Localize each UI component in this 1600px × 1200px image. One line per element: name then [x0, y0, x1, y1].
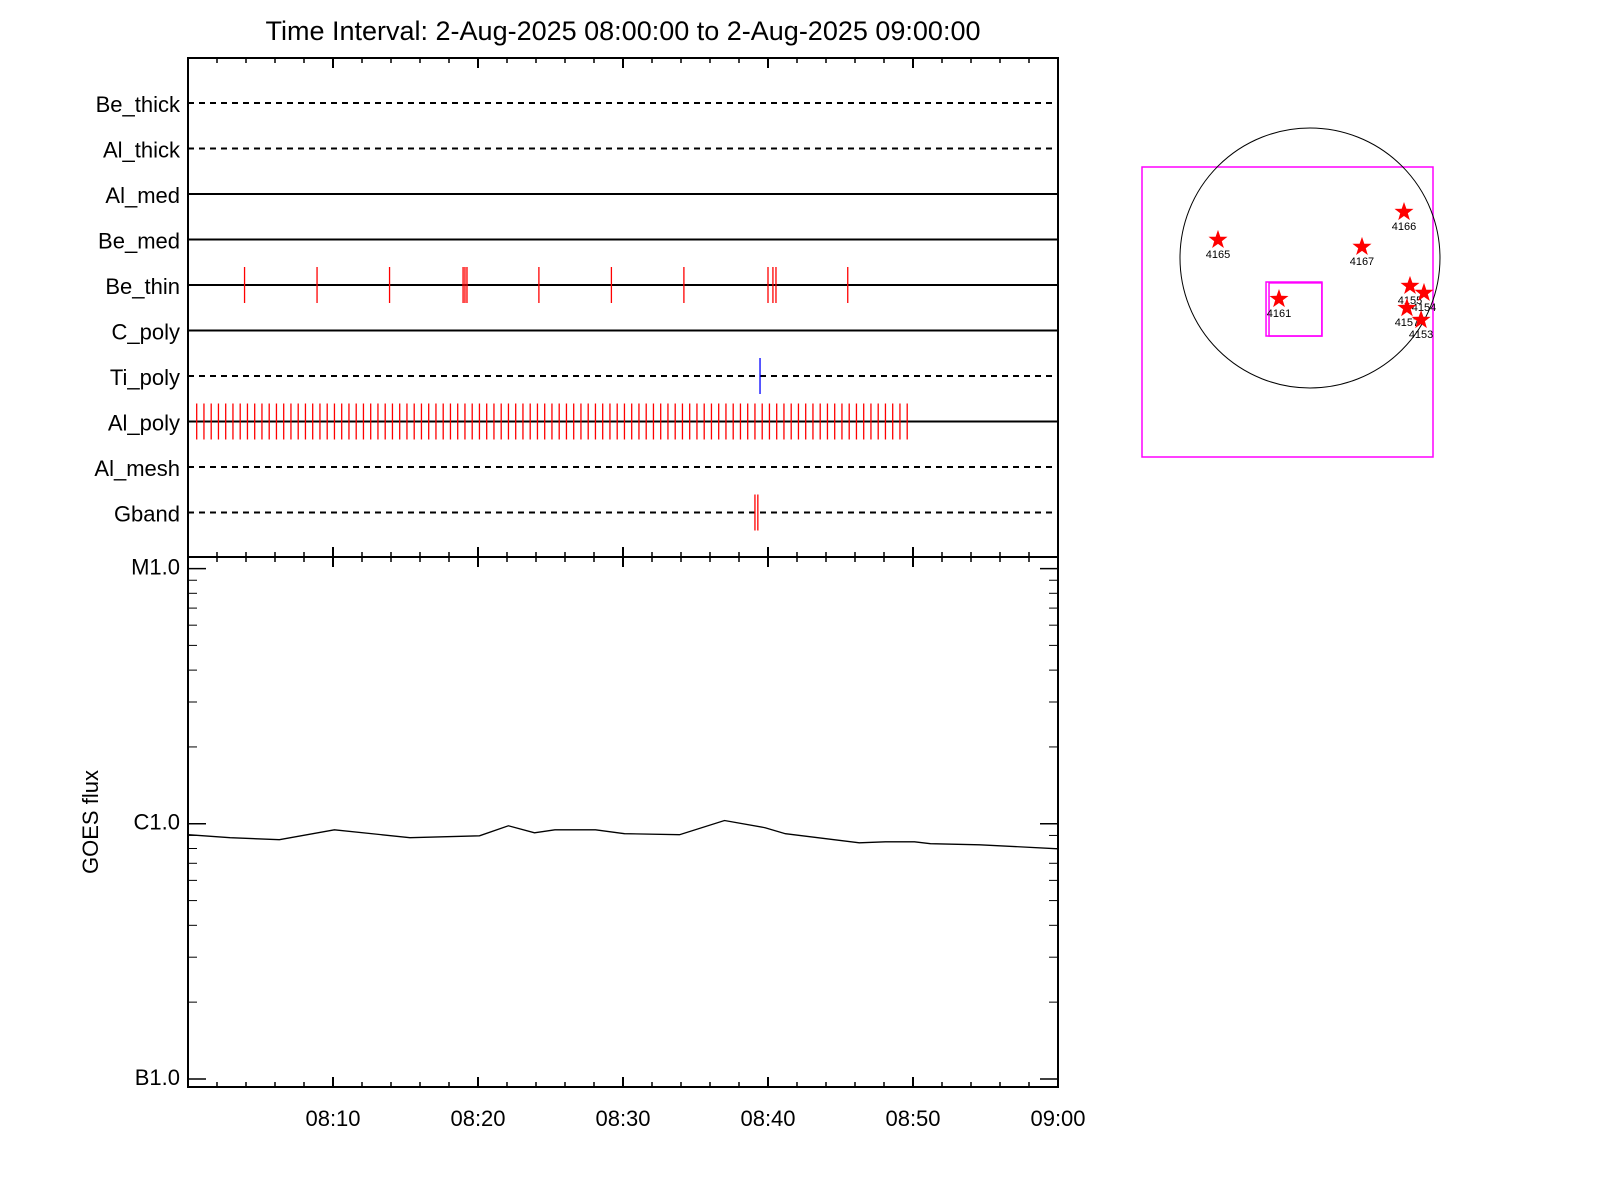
y-tick-label: C1.0 — [134, 810, 180, 835]
x-tick-label: 08:10 — [305, 1106, 360, 1131]
x-tick-label: 08:40 — [740, 1106, 795, 1131]
region-label: 4154 — [1412, 302, 1436, 314]
row-label: Be_med — [98, 228, 180, 253]
row-label: Be_thin — [105, 274, 180, 299]
y-axis-label: GOES flux — [78, 770, 103, 874]
row-label: Ti_poly — [110, 365, 180, 390]
row-label: Al_thick — [103, 137, 181, 162]
region-star — [1414, 282, 1434, 301]
region-star — [1208, 229, 1228, 248]
chart-title: Time Interval: 2-Aug-2025 08:00:00 to 2-… — [266, 16, 981, 46]
fov-box — [1268, 282, 1323, 337]
x-tick-label: 08:50 — [885, 1106, 940, 1131]
map-fov-outer — [1141, 166, 1434, 458]
row-label: Al_med — [105, 183, 180, 208]
flux-line — [187, 819, 1059, 850]
row-label: Al_poly — [108, 410, 180, 435]
strip-frame — [187, 57, 1059, 558]
region-label: 4155 — [1398, 295, 1422, 307]
region-star — [1400, 275, 1420, 294]
x-tick-label: 09:00 — [1030, 1106, 1085, 1131]
region-label: 4157 — [1395, 317, 1419, 329]
solar-limb — [1179, 127, 1441, 389]
region-star — [1352, 236, 1372, 255]
region-star — [1411, 310, 1431, 329]
row-label: Be_thick — [96, 92, 181, 117]
region-star — [1269, 289, 1289, 308]
region-star — [1397, 298, 1417, 317]
row-label: Gband — [114, 501, 180, 526]
region-label: 4167 — [1350, 256, 1374, 268]
flux-frame — [187, 556, 1059, 1088]
region-label: 4166 — [1392, 221, 1416, 233]
y-tick-label: B1.0 — [135, 1065, 180, 1090]
y-tick-label: M1.0 — [131, 554, 180, 579]
region-label: 4165 — [1206, 249, 1230, 261]
region-label: 4153 — [1409, 329, 1433, 341]
row-label: C_poly — [112, 319, 180, 344]
region-label: 4161 — [1267, 308, 1291, 320]
x-tick-label: 08:30 — [595, 1106, 650, 1131]
region-star — [1394, 202, 1414, 221]
x-tick-label: 08:20 — [450, 1106, 505, 1131]
row-label: Al_mesh — [94, 456, 180, 481]
